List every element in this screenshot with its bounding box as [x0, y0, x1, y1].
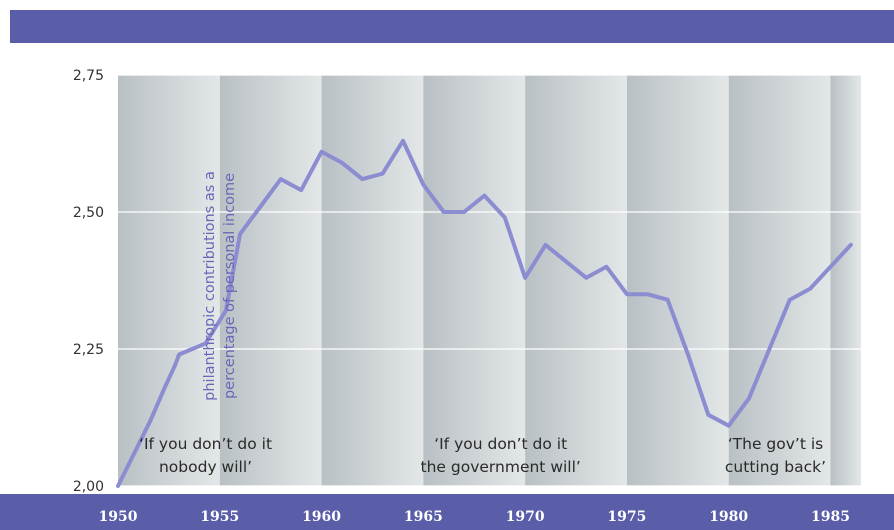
annotation-text: ‘If you don’t do it — [139, 435, 272, 453]
annotation-text: nobody will’ — [159, 458, 252, 476]
background-stripe — [219, 75, 322, 486]
top-band — [10, 10, 894, 43]
y-axis: 2,00 2,25 2,50 2,75 — [73, 68, 104, 495]
x-tick-label: 1970 — [506, 509, 545, 525]
x-axis: 1950 1955 1960 1965 1970 1975 1980 1985 — [99, 509, 850, 525]
y-axis-label-line-2: percentage of personal income — [222, 172, 238, 400]
y-tick-label: 2,50 — [73, 205, 104, 221]
x-tick-label: 1965 — [404, 509, 443, 525]
grid — [118, 74, 861, 487]
annotations: ‘If you don’t do it nobody will’ ‘If you d… — [139, 435, 826, 476]
background-stripe — [830, 75, 861, 486]
x-axis-band — [0, 494, 894, 530]
background-stripe — [423, 75, 526, 486]
background-stripe — [321, 75, 424, 486]
x-tick-label: 1975 — [607, 509, 646, 525]
y-axis-label-line-1: philanthropic contributions as a — [202, 171, 218, 401]
y-tick-label: 2,25 — [73, 342, 104, 358]
y-tick-label: 2,00 — [73, 479, 104, 495]
annotation-text: ‘The gov’t is — [728, 435, 824, 453]
x-tick-label: 1950 — [99, 509, 138, 525]
data-line — [116, 138, 853, 488]
background-stripe — [728, 75, 831, 486]
x-tick-label: 1985 — [811, 509, 850, 525]
series-layer — [116, 138, 853, 488]
y-tick-label: 2,75 — [73, 68, 104, 84]
x-tick-label: 1980 — [709, 509, 748, 525]
x-tick-label: 1960 — [302, 509, 341, 525]
x-tick-label: 1955 — [200, 509, 239, 525]
y-axis-label: philanthropic contributions as a percent… — [200, 86, 242, 486]
background-stripe — [118, 75, 220, 486]
annotation-text: cutting back’ — [725, 458, 826, 476]
background-stripe — [525, 75, 627, 486]
annotation-text: ‘If you don’t do it — [434, 435, 567, 453]
background-stripe — [626, 75, 729, 486]
annotation-text: the government will’ — [421, 458, 581, 476]
